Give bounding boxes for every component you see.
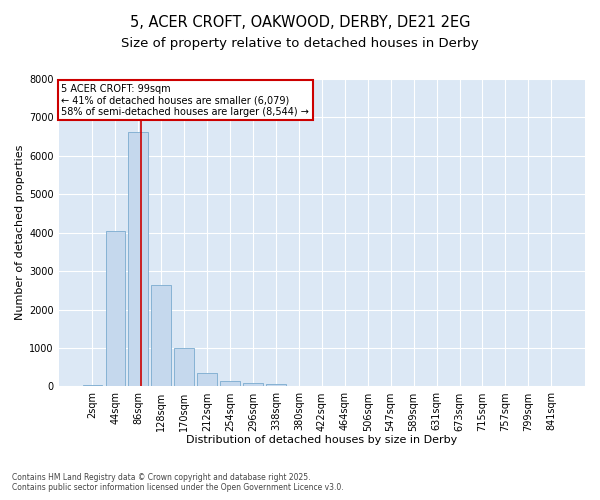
- Bar: [128, 132, 148, 386]
- Text: 5, ACER CROFT, OAKWOOD, DERBY, DE21 2EG: 5, ACER CROFT, OAKWOOD, DERBY, DE21 2EG: [130, 15, 470, 30]
- X-axis label: Distribution of detached houses by size in Derby: Distribution of detached houses by size …: [186, 435, 457, 445]
- Bar: [151, 284, 171, 386]
- Y-axis label: Number of detached properties: Number of detached properties: [15, 145, 25, 320]
- Text: 5 ACER CROFT: 99sqm
← 41% of detached houses are smaller (6,079)
58% of semi-det: 5 ACER CROFT: 99sqm ← 41% of detached ho…: [61, 84, 309, 117]
- Bar: [243, 382, 263, 386]
- Bar: [266, 384, 286, 386]
- Bar: [83, 384, 102, 386]
- Bar: [175, 348, 194, 387]
- Bar: [106, 231, 125, 386]
- Text: Contains HM Land Registry data © Crown copyright and database right 2025.
Contai: Contains HM Land Registry data © Crown c…: [12, 473, 344, 492]
- Bar: [220, 382, 240, 386]
- Text: Size of property relative to detached houses in Derby: Size of property relative to detached ho…: [121, 38, 479, 51]
- Bar: [197, 374, 217, 386]
